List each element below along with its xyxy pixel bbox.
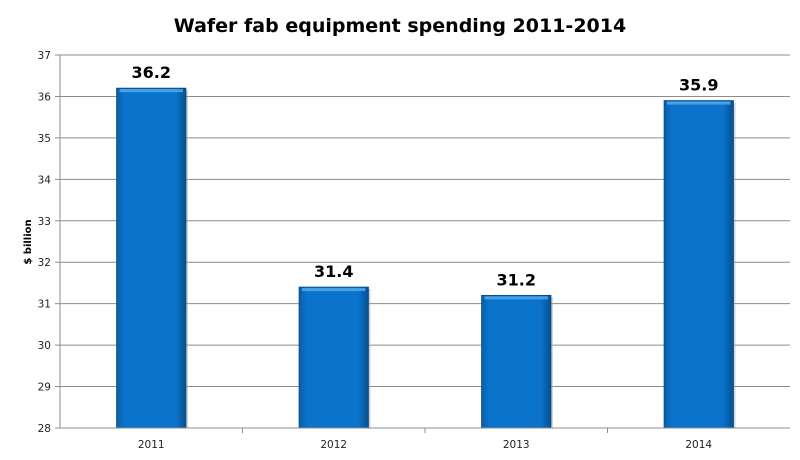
- data-label: 36.2: [132, 63, 171, 82]
- x-tick-label: 2012: [320, 439, 347, 451]
- data-label: 31.4: [314, 262, 353, 281]
- chart-title: Wafer fab equipment spending 2011-2014: [174, 15, 626, 37]
- bar-2011: [116, 87, 187, 429]
- bar-2012: [298, 286, 369, 429]
- y-tick-label: 30: [38, 340, 51, 352]
- y-tick-label: 33: [38, 216, 51, 228]
- data-label: 31.2: [497, 270, 536, 289]
- axes: 28 29 30 31 32 33 34 35 36 37 2011 2012 2013 2014: [38, 50, 790, 451]
- y-tick-label: 37: [38, 50, 51, 62]
- bars: 36.2 31.4 31.2 35.9: [116, 63, 736, 429]
- y-tick-label: 32: [38, 257, 51, 269]
- bar-highlight: [484, 296, 548, 300]
- x-tick-label: 2011: [138, 439, 165, 451]
- y-tick-label: 31: [38, 299, 51, 311]
- bar-highlight: [302, 288, 366, 292]
- y-axis-label: $ billion: [23, 219, 34, 264]
- bar-highlight: [667, 101, 731, 105]
- bar-2014: [663, 100, 734, 429]
- y-tick-label: 36: [38, 91, 52, 103]
- bar-2013: [481, 294, 552, 429]
- y-tick-label: 34: [38, 174, 52, 186]
- y-tick-label: 29: [38, 382, 51, 394]
- y-tick-label: 35: [38, 133, 51, 145]
- data-label: 35.9: [679, 76, 718, 95]
- x-tick-label: 2013: [503, 439, 530, 451]
- y-tick-label: 28: [38, 423, 51, 435]
- bar-highlight: [119, 89, 183, 93]
- x-tick-label: 2014: [685, 439, 712, 451]
